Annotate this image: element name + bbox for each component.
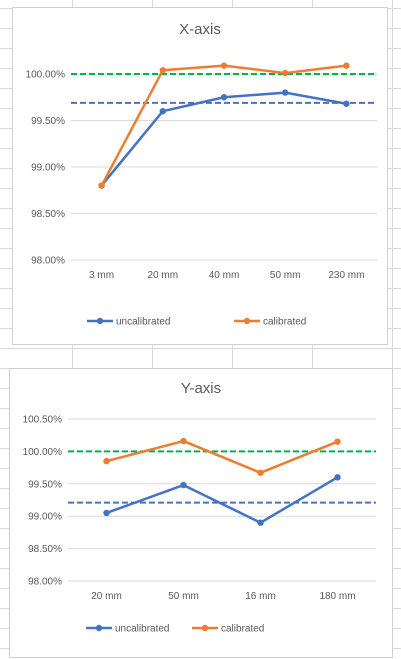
data-point-uncalibrated xyxy=(159,108,166,115)
data-point-calibrated xyxy=(282,69,289,77)
data-point-uncalibrated xyxy=(257,519,264,526)
series-line-calibrated xyxy=(106,439,338,475)
series-line-uncalibrated xyxy=(100,91,347,187)
y-tick-label: 99.00% xyxy=(28,512,62,523)
y-tick-label: 98.00% xyxy=(28,577,62,588)
y-tick-label: 98.50% xyxy=(28,544,62,555)
y-tick-label: 98.00% xyxy=(31,256,65,267)
y-axis-chart-plot: 98.00% 98.50% 99.00% 99.50% 100.00% 100.50% 20… xyxy=(23,415,376,635)
data-point-uncalibrated xyxy=(220,94,228,101)
data-point-uncalibrated xyxy=(103,509,110,517)
data-point-calibrated xyxy=(343,62,350,69)
legend-label: uncalibrated xyxy=(115,624,169,635)
legend-label: uncalibrated xyxy=(116,317,170,328)
series-line-calibrated xyxy=(100,64,347,187)
legend-marker xyxy=(243,317,251,325)
legend-marker xyxy=(95,624,103,632)
x-tick-label: 50 mm xyxy=(270,270,301,281)
data-point-uncalibrated xyxy=(282,89,289,96)
data-point-calibrated xyxy=(98,182,105,189)
data-point-calibrated xyxy=(180,437,187,445)
chart-title: X-axis xyxy=(179,21,221,38)
x-tick-label: 40 mm xyxy=(209,270,240,281)
data-point-calibrated xyxy=(103,457,110,465)
x-tick-label: 180 mm xyxy=(319,591,355,602)
y-tick-label: 100.00% xyxy=(26,70,66,81)
y-tick-label: 99.50% xyxy=(28,479,62,490)
data-point-uncalibrated xyxy=(343,100,350,107)
x-tick-label: 3 mm xyxy=(89,270,114,281)
data-point-uncalibrated xyxy=(180,481,187,489)
x-axis-chart-plot: 98.00% 98.50% 99.00% 99.50% 100.00% 3 mm 20 mm… xyxy=(26,62,377,328)
legend-marker xyxy=(96,317,104,325)
y-tick-label: 99.50% xyxy=(31,116,65,127)
data-point-calibrated xyxy=(159,67,166,74)
legend-marker xyxy=(201,624,209,632)
x-tick-label: 16 mm xyxy=(245,591,276,602)
x-axis-chart[interactable]: X-axis 98.00% 98.50% 99.00% 99.50% 100.00% 3 … xyxy=(12,7,388,345)
y-tick-label: 98.50% xyxy=(31,209,65,220)
y-tick-label: 100.50% xyxy=(23,415,63,426)
legend-label: calibrated xyxy=(263,317,306,328)
data-point-calibrated xyxy=(334,438,341,445)
x-tick-label: 230 mm xyxy=(328,270,364,281)
x-tick-label: 20 mm xyxy=(148,270,179,281)
y-axis-chart[interactable]: Y-axis 98.00% 98.50% 99.00% 99.50% 100.00% 10… xyxy=(9,368,393,658)
data-point-uncalibrated xyxy=(334,474,341,481)
chart-title: Y-axis xyxy=(180,380,222,397)
x-tick-label: 50 mm xyxy=(168,591,199,602)
legend-label: calibrated xyxy=(221,624,264,635)
y-tick-label: 100.00% xyxy=(23,447,63,458)
series-line-uncalibrated xyxy=(106,476,339,524)
data-point-calibrated xyxy=(257,469,264,476)
x-tick-label: 20 mm xyxy=(91,591,122,602)
y-tick-label: 99.00% xyxy=(31,163,65,174)
data-point-calibrated xyxy=(220,62,228,69)
